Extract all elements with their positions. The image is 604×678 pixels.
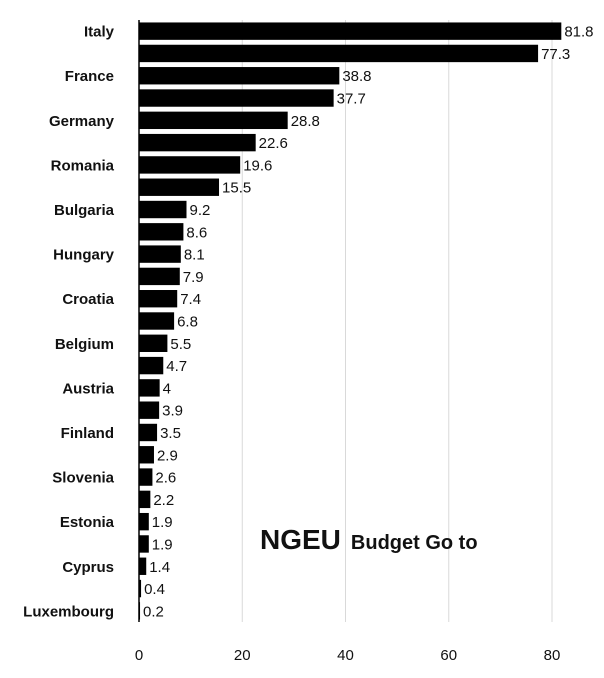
bar	[139, 312, 175, 330]
value-label: 1.4	[149, 559, 170, 576]
bar	[139, 401, 160, 419]
category-label: Bulgaria	[54, 202, 115, 219]
category-labels: Italy France Germany Romania Bulgaria Hungary…	[23, 24, 115, 621]
value-label: 8.6	[186, 224, 207, 241]
bar	[139, 22, 562, 40]
bar	[139, 490, 151, 509]
category-label: Cyprus	[62, 559, 114, 576]
bar	[139, 579, 142, 598]
value-label: 3.5	[160, 425, 181, 442]
category-label: France	[65, 68, 114, 85]
value-label: 4.7	[166, 358, 187, 375]
category-label: Estonia	[60, 514, 115, 531]
value-label: 4	[163, 380, 171, 397]
value-label: 28.8	[291, 113, 320, 130]
value-label: 3.9	[162, 403, 183, 420]
gridlines	[138, 20, 553, 622]
value-label: 0.2	[143, 603, 164, 620]
x-tick-label: 60	[440, 647, 457, 664]
value-label: 19.6	[243, 157, 272, 174]
value-label: 2.9	[157, 447, 178, 464]
x-tick-label: 40	[337, 647, 354, 664]
value-label: 2.6	[155, 470, 176, 487]
bar	[139, 267, 180, 286]
value-label: 22.6	[259, 135, 288, 152]
value-label: 37.7	[337, 91, 366, 108]
bar	[139, 512, 149, 531]
chart-title-rest: Budget Go to	[351, 532, 478, 554]
bar	[139, 44, 539, 63]
bar	[139, 602, 141, 620]
bar	[139, 89, 334, 107]
value-label: 1.9	[152, 536, 173, 553]
bar	[139, 535, 149, 553]
bar	[139, 379, 160, 397]
x-tick-label: 20	[234, 647, 251, 664]
bar	[139, 290, 178, 308]
bar	[139, 111, 288, 130]
bar	[139, 223, 184, 241]
category-label: Italy	[84, 24, 115, 41]
category-label: Germany	[49, 113, 115, 130]
value-label: 81.8	[564, 24, 593, 41]
bar	[139, 133, 256, 152]
bar	[139, 200, 187, 219]
value-label: 38.8	[342, 68, 371, 85]
value-label: 77.3	[541, 46, 570, 63]
bar	[139, 557, 147, 575]
x-tick-label: 80	[544, 647, 561, 664]
bar	[139, 156, 241, 174]
category-label: Hungary	[53, 247, 115, 264]
x-axis-ticks: 0 20 40 60 80	[135, 647, 561, 664]
category-label: Finland	[61, 425, 114, 442]
value-label: 9.2	[189, 202, 210, 219]
value-label: 1.9	[152, 514, 173, 531]
chart-title: NGEU Budget Go to	[260, 524, 478, 555]
bar	[139, 468, 153, 486]
category-label: Belgium	[55, 336, 114, 353]
category-label: Austria	[62, 380, 114, 397]
value-label: 0.4	[144, 581, 165, 598]
bar	[139, 356, 164, 375]
value-label: 6.8	[177, 314, 198, 331]
value-label: 7.9	[183, 269, 204, 286]
value-label: 15.5	[222, 180, 251, 197]
value-label: 8.1	[184, 247, 205, 264]
category-label: Slovenia	[52, 470, 114, 487]
category-label: Romania	[51, 157, 115, 174]
value-labels: 81.8 77.3 38.8 37.7 28.822.6 19.6 15.5 9.2 8.6 8.…	[143, 24, 593, 621]
value-label: 7.4	[180, 291, 201, 308]
chart-title-main: NGEU	[260, 524, 341, 555]
bar	[139, 245, 181, 263]
category-label: Luxembourg	[23, 603, 114, 620]
value-label: 2.2	[153, 492, 174, 509]
bar	[139, 67, 340, 85]
bar	[139, 446, 154, 464]
bars	[139, 22, 562, 620]
category-label: Croatia	[62, 291, 114, 308]
bar	[139, 334, 168, 352]
bar	[139, 423, 158, 442]
value-label: 5.5	[170, 336, 191, 353]
bar	[139, 178, 220, 196]
x-tick-label: 0	[135, 647, 143, 664]
